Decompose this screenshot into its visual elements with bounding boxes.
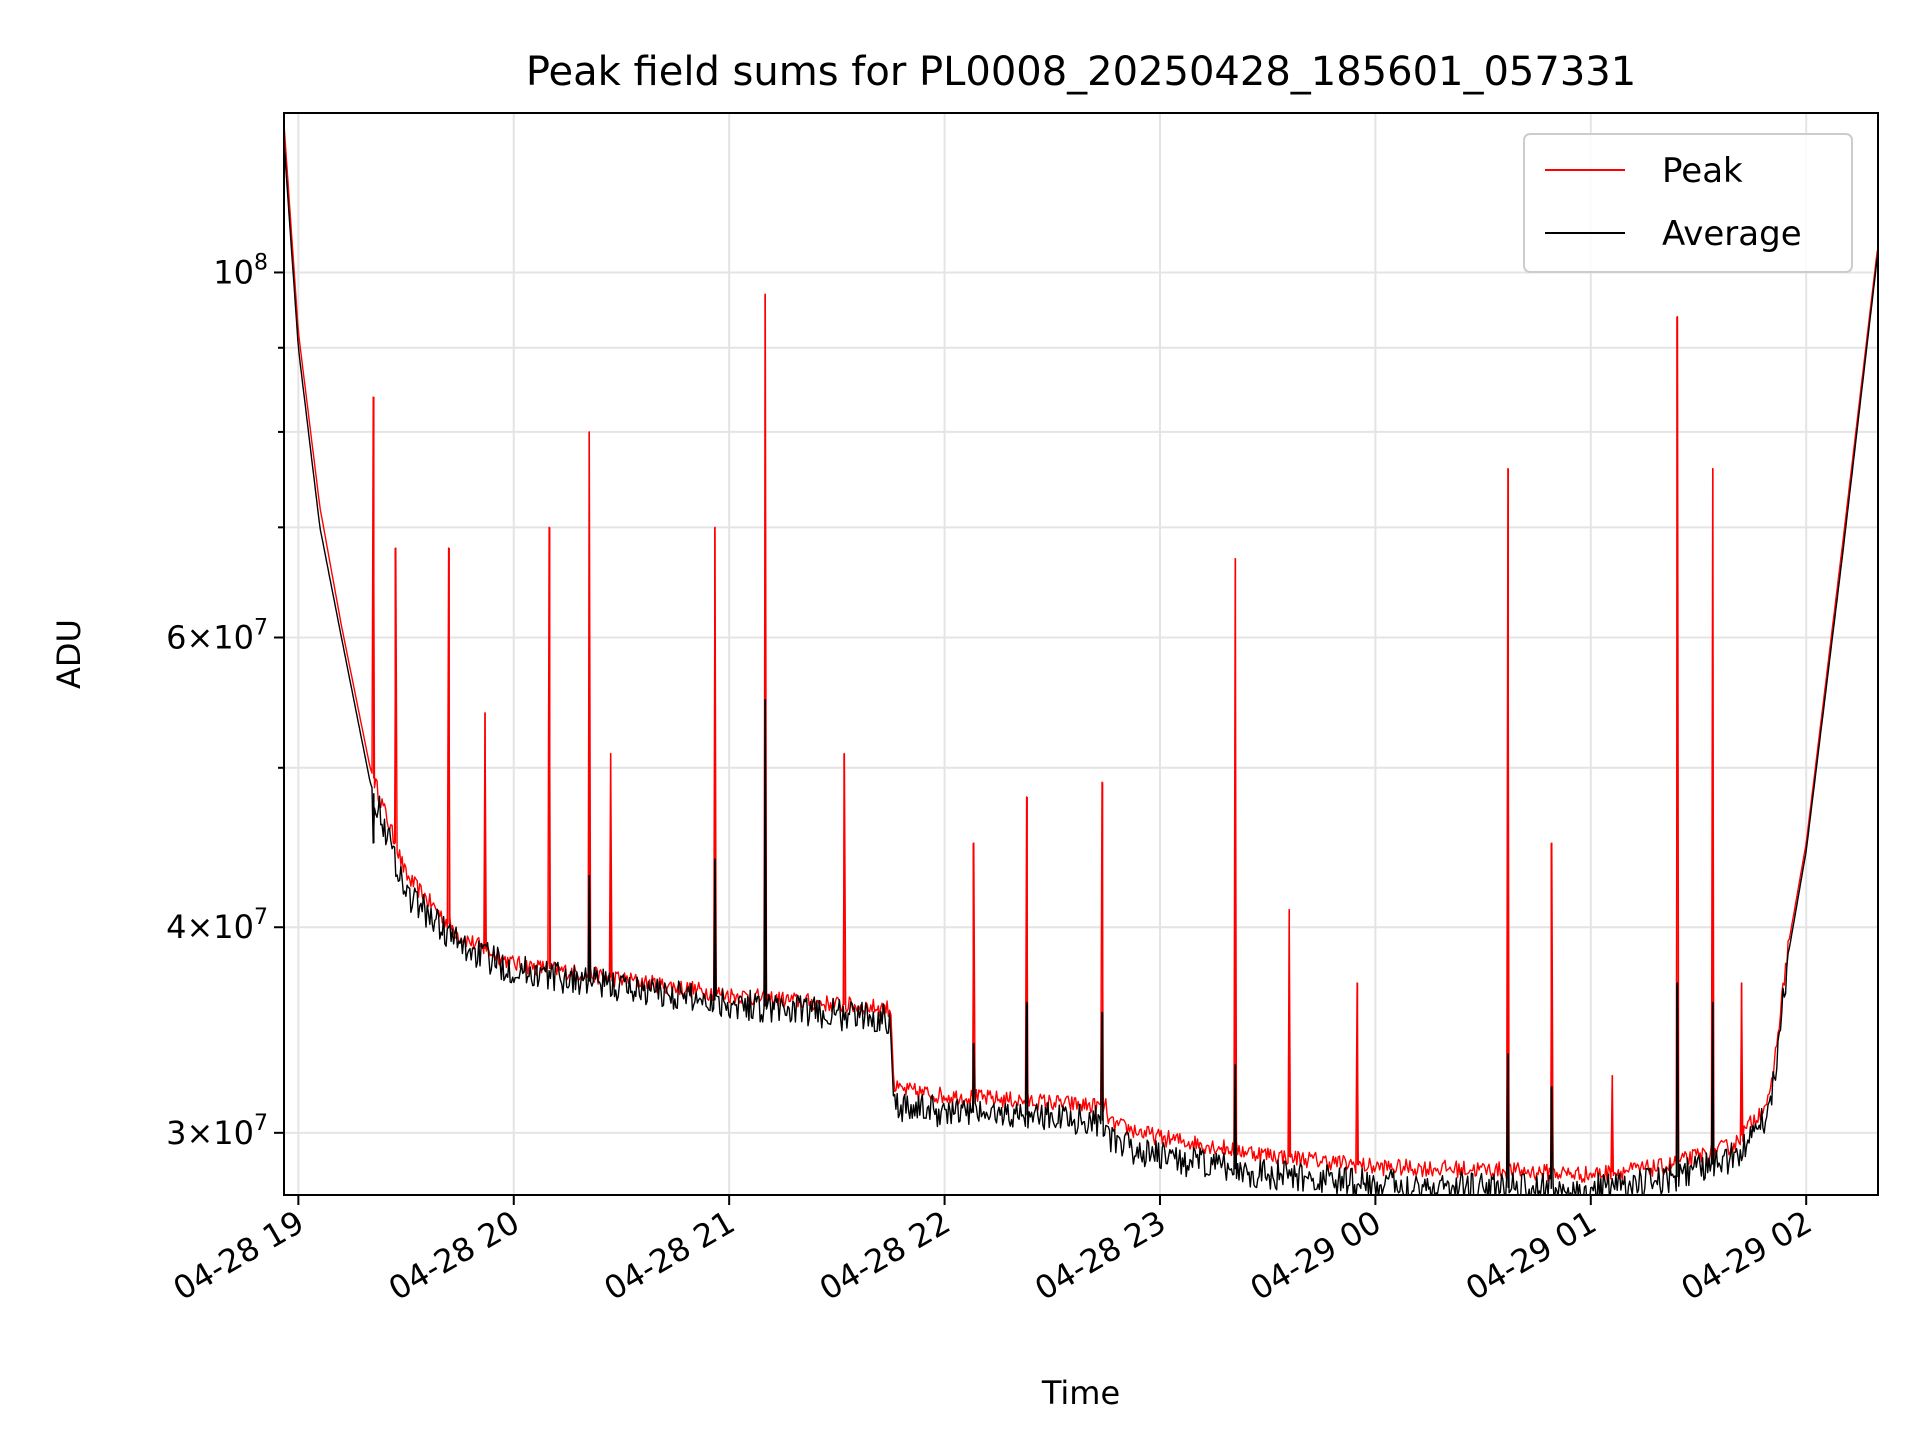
y-axis: 3×107 4×107 6×107 108 bbox=[166, 250, 284, 1152]
y-tick-label: 6×107 bbox=[166, 615, 268, 656]
y-axis-title: ADU bbox=[50, 619, 88, 689]
y-tick-label: 108 bbox=[213, 250, 268, 291]
y-tick-label: 4×107 bbox=[166, 905, 268, 946]
legend-label-peak: Peak bbox=[1662, 151, 1743, 191]
series-line-average bbox=[284, 142, 1878, 1195]
legend: Peak Average bbox=[1523, 133, 1853, 273]
grid bbox=[284, 113, 1878, 1195]
series-layer bbox=[284, 124, 1878, 1195]
series-average bbox=[284, 142, 1878, 1195]
series-peak bbox=[284, 124, 1878, 1183]
legend-box bbox=[1523, 133, 1853, 273]
y-tick-label: 3×107 bbox=[166, 1111, 268, 1152]
chart-title: Peak field sums for PL0008_20250428_1856… bbox=[526, 49, 1636, 95]
legend-label-average: Average bbox=[1662, 214, 1802, 254]
plot-frame bbox=[283, 112, 1879, 1196]
x-axis-title: Time bbox=[1041, 1374, 1120, 1412]
